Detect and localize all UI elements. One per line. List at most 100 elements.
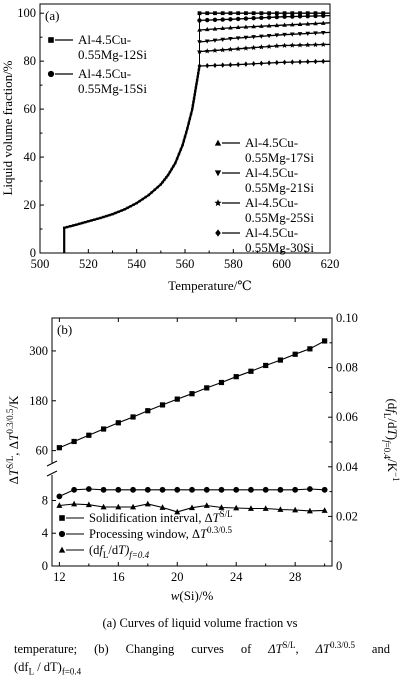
common-curve-marker (192, 100, 195, 104)
common-curve-marker (175, 157, 179, 160)
common-curve-marker (81, 221, 84, 225)
series-marker (259, 23, 264, 28)
data-point (115, 486, 122, 493)
y-right-tick-label: 0 (336, 559, 342, 573)
data-point (203, 486, 210, 493)
common-curve-marker (129, 205, 132, 208)
common-curve-marker (111, 212, 114, 216)
common-curve-marker (150, 191, 153, 194)
legend-marker (214, 139, 222, 146)
common-curve-marker (177, 152, 181, 156)
common-curve-marker (75, 223, 78, 226)
series-marker (259, 60, 264, 67)
data-point (189, 391, 195, 397)
series-marker (313, 13, 318, 19)
x-tick-label: 20 (171, 570, 184, 584)
series-marker (298, 11, 302, 16)
series-marker (220, 37, 225, 43)
data-point (56, 502, 63, 508)
data-point (144, 500, 151, 507)
common-curve-marker (179, 148, 182, 151)
data-point (263, 362, 269, 369)
series-marker (212, 38, 218, 43)
series-marker (305, 59, 310, 65)
common-curve-marker (195, 79, 199, 82)
series-marker (290, 59, 295, 65)
data-point (262, 486, 269, 493)
data-point (292, 351, 298, 357)
series-marker (258, 44, 265, 50)
common-curve-marker (182, 139, 185, 143)
data-point (56, 493, 63, 500)
series-marker (212, 17, 218, 23)
series-marker (274, 14, 280, 20)
data-point (189, 486, 195, 493)
common-curve-marker (105, 214, 108, 218)
series-marker (251, 15, 256, 21)
common-curve-marker (196, 75, 199, 78)
data-point (174, 396, 180, 402)
panel-b: (b) 12 16 20 24 28 60 180 300 0 4 8 0 0.02 0.04 0.06… (5, 311, 400, 603)
common-curve-marker (197, 68, 201, 71)
series-marker (259, 15, 264, 20)
data-point (218, 504, 225, 510)
caption-sup: S/L (282, 640, 296, 650)
y-tick-label: 300 (29, 344, 48, 358)
panel-b-x-ticks: 12 16 20 24 28 (53, 318, 326, 584)
data-point (233, 374, 239, 380)
series-marker (235, 16, 241, 22)
series-marker (266, 34, 272, 39)
series-marker (320, 31, 326, 36)
series-marker (228, 11, 233, 16)
data-point (247, 505, 254, 511)
y-right-tick-label: 0.06 (336, 410, 358, 424)
series-marker (243, 45, 249, 51)
legend-label: 0.55Mg-21Si (245, 180, 314, 195)
common-curve-marker (62, 226, 66, 230)
caption-sub: L (28, 666, 35, 677)
common-curve-marker (161, 180, 164, 184)
series-line (199, 22, 331, 31)
legend-label: Solidification interval, ΔTS/L (89, 509, 233, 525)
series-marker (297, 14, 303, 19)
panel-a-y-ticks: 0 20 40 60 80 100 (17, 6, 44, 260)
series-marker (236, 61, 241, 68)
series-marker (212, 26, 218, 31)
legend-marker (58, 530, 66, 538)
data-point (203, 502, 210, 508)
axis-break-mark (46, 460, 58, 467)
y-right-tick-label: 0.02 (336, 509, 358, 523)
common-curve-marker (195, 82, 198, 86)
series-marker (274, 11, 279, 16)
series-marker (305, 13, 310, 19)
y-tick-label: 0 (30, 246, 36, 260)
data-point (218, 486, 225, 493)
series-marker (204, 26, 210, 32)
series-marker (235, 36, 241, 41)
data-point (86, 432, 92, 438)
series-marker (274, 59, 279, 66)
x-tick-label: 28 (289, 570, 302, 584)
data-point (233, 504, 240, 511)
panel-a: (a) 500 520 540 560 580 600 620 0 20 40 60 80 100 T… (0, 3, 339, 293)
series-marker (227, 46, 234, 52)
data-point (100, 503, 107, 510)
data-point (204, 385, 210, 391)
x-tick-label: 12 (53, 570, 66, 584)
x-tick-label: 580 (224, 257, 243, 271)
series-marker (297, 42, 303, 48)
data-point (130, 414, 136, 420)
panel-b-series (56, 338, 328, 515)
panel-a-x-ticks: 500 520 540 560 580 600 620 (31, 249, 339, 271)
series-line (199, 31, 331, 43)
data-point (321, 507, 328, 513)
caption-text: / dT) (34, 660, 62, 674)
data-point (248, 368, 254, 374)
common-curve-marker (170, 167, 173, 171)
series-marker (313, 58, 318, 65)
caption-symbol: , ΔT (295, 642, 330, 657)
common-curve-marker (165, 176, 168, 179)
y-tick-label: 180 (29, 394, 48, 408)
panel-a-curves (62, 11, 331, 253)
common-curve-marker (185, 131, 188, 134)
